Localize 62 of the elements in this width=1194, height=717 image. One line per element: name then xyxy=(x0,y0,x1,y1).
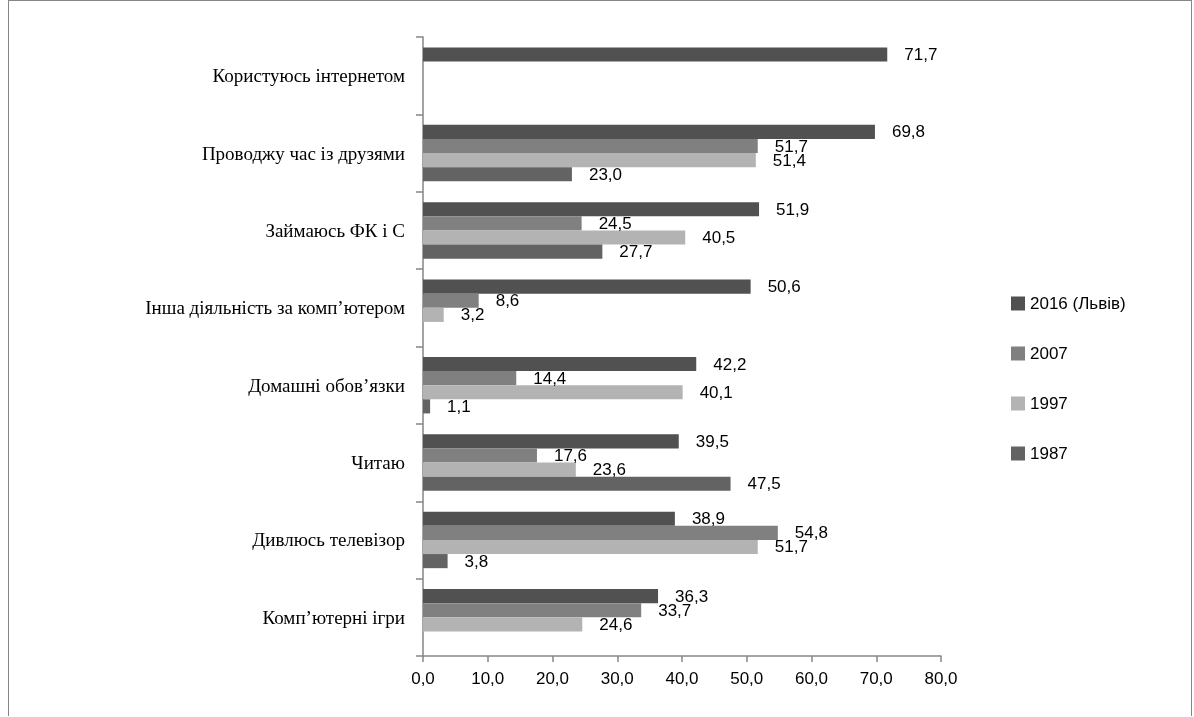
bar xyxy=(423,434,679,449)
bar xyxy=(423,539,758,555)
y-tick-label: Домашні обов’язки xyxy=(248,374,405,396)
legend-label: 2007 xyxy=(1030,344,1068,363)
data-label: 50,6 xyxy=(767,277,801,297)
legend-label: 1987 xyxy=(1030,444,1068,463)
data-label: 23,0 xyxy=(588,164,623,184)
x-tick-label: 20,0 xyxy=(535,669,570,688)
bar xyxy=(423,385,683,400)
x-tick-label: 50,0 xyxy=(730,669,764,688)
data-label: 8,6 xyxy=(495,291,520,311)
data-label: 23,6 xyxy=(592,460,626,480)
data-label: 69,8 xyxy=(891,122,926,142)
bar xyxy=(423,462,576,477)
bar xyxy=(423,47,888,62)
y-tick-label: Читаю xyxy=(351,452,405,474)
data-label: 40,1 xyxy=(699,382,733,402)
bar xyxy=(423,589,659,604)
data-label: 71,7 xyxy=(904,45,938,65)
bar xyxy=(423,153,756,168)
bar xyxy=(423,554,448,569)
y-tick-label: Займаюсь ФК і С xyxy=(265,219,405,241)
bar xyxy=(423,307,444,322)
bar xyxy=(423,476,731,491)
data-label: 24,6 xyxy=(599,614,633,634)
x-tick-label: 60,0 xyxy=(794,669,829,688)
x-tick-label: 0,0 xyxy=(411,669,435,688)
bar xyxy=(423,511,675,526)
data-label: 24,5 xyxy=(598,213,632,233)
bar xyxy=(423,202,760,217)
bar xyxy=(423,124,875,139)
data-label: 40,5 xyxy=(702,228,736,247)
data-label: 14,4 xyxy=(533,368,567,388)
bar xyxy=(423,244,603,259)
data-label: 17,6 xyxy=(553,446,588,465)
bar xyxy=(423,399,431,414)
bar xyxy=(423,617,583,632)
x-tick-label: 10,0 xyxy=(471,669,505,688)
bar xyxy=(423,230,686,245)
data-label: 38,9 xyxy=(691,509,725,529)
y-tick-label: Проводжу час із друзями xyxy=(201,142,405,164)
data-label: 1,1 xyxy=(447,396,471,416)
data-label: 3,2 xyxy=(460,305,485,325)
data-label: 42,2 xyxy=(713,354,747,374)
data-label: 27,7 xyxy=(619,242,653,262)
legend-label: 2016 (Львів) xyxy=(1030,294,1126,313)
data-label: 51,9 xyxy=(776,199,810,219)
x-tick-label: 70,0 xyxy=(859,669,893,688)
bar xyxy=(423,167,572,182)
data-label: 3,8 xyxy=(464,551,489,571)
y-tick-label: Інша діяльність за комп’ютером xyxy=(145,297,405,319)
legend-label: 1997 xyxy=(1030,394,1068,413)
y-tick-label: Дивлюсь телевізор xyxy=(252,529,405,551)
bar xyxy=(423,279,751,294)
x-tick-label: 40,0 xyxy=(665,669,699,688)
data-label: 47,5 xyxy=(747,474,781,494)
x-tick-label: 30,0 xyxy=(600,669,634,688)
data-label: 39,5 xyxy=(695,431,729,451)
y-tick-label: Комп’ютерні ігри xyxy=(262,606,405,628)
bar xyxy=(423,356,697,372)
y-tick-label: Користуюсь інтернетом xyxy=(212,65,405,87)
x-tick-label: 80,0 xyxy=(924,669,958,688)
